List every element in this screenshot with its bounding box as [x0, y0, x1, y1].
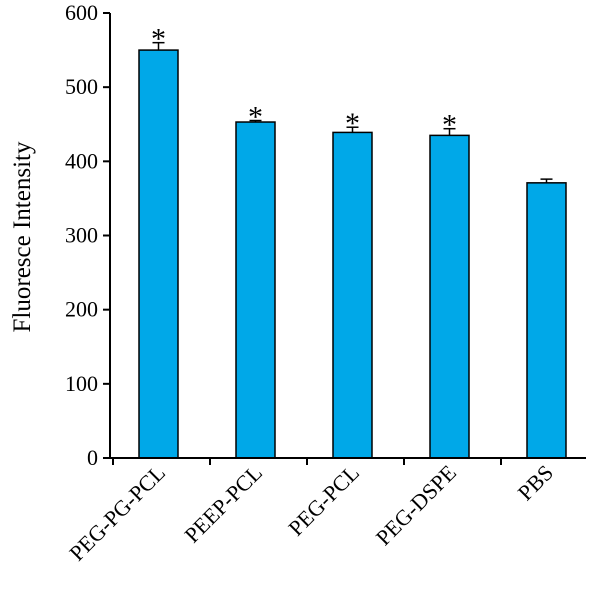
- y-tick-label: 400: [65, 148, 98, 173]
- significance-marker: *: [345, 107, 360, 140]
- y-tick-label: 600: [65, 0, 98, 25]
- significance-marker: *: [151, 23, 166, 56]
- x-tick-label: PEG-PG-PCL: [64, 460, 170, 566]
- y-axis-title: Fluoresce Intensity: [9, 141, 36, 332]
- y-tick-label: 0: [87, 445, 98, 470]
- x-tick-label: PEEP-PCL: [179, 460, 267, 548]
- significance-marker: *: [442, 109, 457, 142]
- bars: * * * *: [138, 23, 567, 459]
- bar: [332, 131, 373, 459]
- y-tick-label: 200: [65, 297, 98, 322]
- x-tick-label: PEG-PCL: [283, 460, 364, 541]
- y-tick-label: 500: [65, 74, 98, 99]
- axes: [109, 13, 586, 459]
- bar: [429, 134, 470, 459]
- bar: [526, 182, 567, 459]
- y-tick-label: 100: [65, 371, 98, 396]
- x-tick-label: PBS: [513, 460, 558, 505]
- y-axis-ticks: 0 100 200 300 400 500 600: [65, 0, 110, 470]
- x-tick-label: PEG-DSPE: [371, 460, 461, 550]
- y-tick-label: 300: [65, 223, 98, 248]
- bar: [138, 49, 179, 459]
- bar: [235, 121, 276, 459]
- significance-marker: *: [248, 101, 263, 134]
- x-axis-ticks: PEG-PG-PCL PEEP-PCL PEG-PCL PEG-DSPE PBS: [64, 458, 558, 566]
